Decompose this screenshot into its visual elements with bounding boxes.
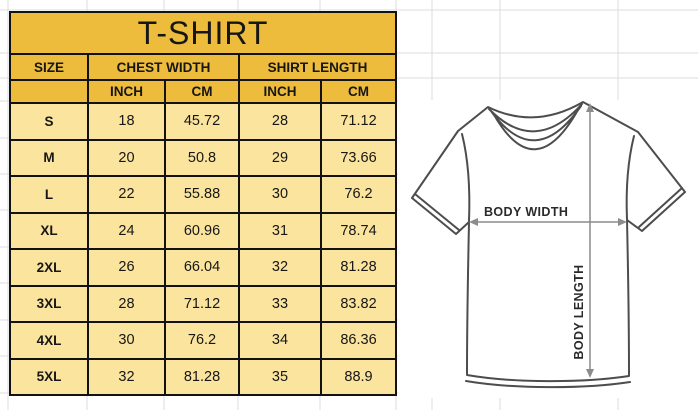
size-cell: XL bbox=[9, 211, 89, 250]
arrowhead-up bbox=[586, 103, 594, 112]
value-cell: 28 bbox=[238, 102, 322, 141]
value-cell: 34 bbox=[238, 321, 322, 360]
size-cell: L bbox=[9, 175, 89, 214]
size-cell: 5XL bbox=[9, 357, 89, 396]
value-cell: 86.36 bbox=[320, 321, 397, 360]
size-cell: 2XL bbox=[9, 248, 89, 287]
tshirt-outline bbox=[411, 101, 686, 383]
header-length-inch: INCH bbox=[238, 79, 322, 104]
left-cuff-line bbox=[414, 193, 460, 231]
value-cell: 24 bbox=[87, 211, 166, 250]
value-cell: 33 bbox=[238, 284, 322, 323]
value-cell: 83.82 bbox=[320, 284, 397, 323]
arrowhead-down bbox=[586, 369, 594, 378]
value-cell: 76.2 bbox=[320, 175, 397, 214]
size-cell: S bbox=[9, 102, 89, 141]
table-row: S 18 45.72 28 71.12 bbox=[9, 102, 397, 141]
table-row: 3XL 28 71.12 33 83.82 bbox=[9, 284, 397, 323]
table-row: XL 24 60.96 31 78.74 bbox=[9, 211, 397, 250]
header-length-cm: CM bbox=[320, 79, 397, 104]
value-cell: 71.12 bbox=[320, 102, 397, 141]
header-empty bbox=[9, 79, 89, 104]
value-cell: 32 bbox=[87, 357, 166, 396]
value-cell: 35 bbox=[238, 357, 322, 396]
value-cell: 20 bbox=[87, 138, 166, 177]
tshirt-diagram: BODY WIDTH BODY LENGTH bbox=[398, 100, 698, 398]
right-sleeve-seam bbox=[625, 135, 635, 220]
table-row: 4XL 30 76.2 34 86.36 bbox=[9, 321, 397, 360]
body-width-label: BODY WIDTH bbox=[484, 205, 568, 219]
header-chest-inch: INCH bbox=[87, 79, 166, 104]
size-cell: 4XL bbox=[9, 321, 89, 360]
table-row: 5XL 32 81.28 35 88.9 bbox=[9, 357, 397, 396]
value-cell: 60.96 bbox=[164, 211, 240, 250]
value-cell: 71.12 bbox=[164, 284, 240, 323]
value-cell: 73.66 bbox=[320, 138, 397, 177]
value-cell: 66.04 bbox=[164, 248, 240, 287]
header-shirt-length: SHIRT LENGTH bbox=[238, 53, 397, 81]
header-size: SIZE bbox=[9, 53, 89, 81]
collar-arcs bbox=[488, 103, 583, 151]
value-cell: 81.28 bbox=[164, 357, 240, 396]
arrowhead-right bbox=[618, 218, 627, 226]
table-row: 2XL 26 66.04 32 81.28 bbox=[9, 248, 397, 287]
value-cell: 88.9 bbox=[320, 357, 397, 396]
value-cell: 55.88 bbox=[164, 175, 240, 214]
table-row: M 20 50.8 29 73.66 bbox=[9, 138, 397, 177]
table-row: L 22 55.88 30 76.2 bbox=[9, 175, 397, 214]
value-cell: 28 bbox=[87, 284, 166, 323]
value-cell: 32 bbox=[238, 248, 322, 287]
value-cell: 26 bbox=[87, 248, 166, 287]
value-cell: 22 bbox=[87, 175, 166, 214]
right-cuff-line bbox=[638, 187, 683, 228]
left-sleeve-seam bbox=[461, 133, 471, 222]
body-length-label: BODY LENGTH bbox=[572, 264, 586, 359]
value-cell: 30 bbox=[238, 175, 322, 214]
value-cell: 81.28 bbox=[320, 248, 397, 287]
size-cell: M bbox=[9, 138, 89, 177]
hem-line bbox=[465, 380, 631, 389]
value-cell: 31 bbox=[238, 211, 322, 250]
arrowhead-left bbox=[469, 218, 478, 226]
value-cell: 29 bbox=[238, 138, 322, 177]
value-cell: 30 bbox=[87, 321, 166, 360]
value-cell: 50.8 bbox=[164, 138, 240, 177]
value-cell: 18 bbox=[87, 102, 166, 141]
value-cell: 78.74 bbox=[320, 211, 397, 250]
table-title: T-SHIRT bbox=[9, 11, 397, 55]
size-cell: 3XL bbox=[9, 284, 89, 323]
value-cell: 45.72 bbox=[164, 102, 240, 141]
size-chart-table: T-SHIRT SIZE CHEST WIDTH SHIRT LENGTH IN… bbox=[9, 11, 397, 396]
value-cell: 76.2 bbox=[164, 321, 240, 360]
header-chest-cm: CM bbox=[164, 79, 240, 104]
header-chest-width: CHEST WIDTH bbox=[87, 53, 240, 81]
